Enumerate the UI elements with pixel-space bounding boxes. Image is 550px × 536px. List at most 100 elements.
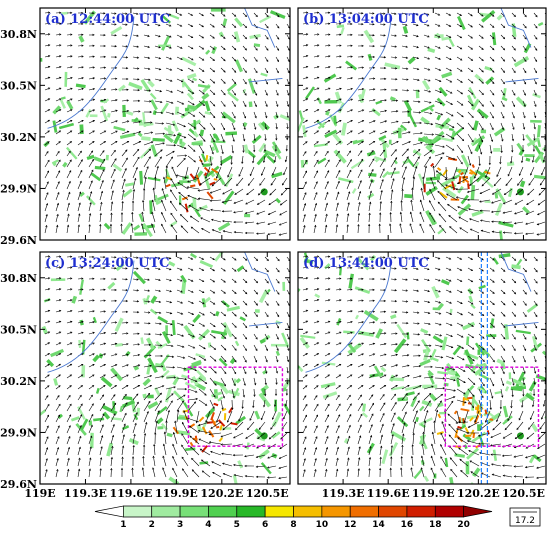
- intensity-patch: [336, 24, 345, 29]
- wind-vector: [478, 144, 482, 155]
- intensity-patch: [50, 278, 66, 282]
- wind-arrowhead: [81, 130, 84, 133]
- intensity-patch: [324, 129, 338, 139]
- intensity-patch: [470, 135, 486, 147]
- wind-arrowhead: [305, 255, 309, 258]
- wind-arrowhead: [190, 24, 194, 27]
- wind-vector: [346, 385, 352, 390]
- wind-arrowhead: [183, 394, 186, 397]
- wind-vector: [421, 456, 425, 467]
- wind-arrowhead: [522, 394, 525, 397]
- wind-arrowhead: [147, 45, 150, 49]
- wind-vector: [437, 201, 447, 212]
- wind-vector: [121, 190, 125, 201]
- wind-arrowhead: [420, 455, 424, 458]
- intensity-patch: [333, 149, 347, 164]
- wind-arrowhead: [317, 44, 320, 47]
- intensity-patch: [81, 365, 86, 378]
- wind-arrowhead: [101, 179, 104, 183]
- wind-vector: [99, 99, 106, 102]
- wind-arrowhead: [336, 457, 339, 461]
- wind-vector: [335, 331, 342, 335]
- wind-arrowhead: [358, 457, 361, 460]
- wind-vector: [44, 404, 50, 412]
- wind-vector: [489, 133, 493, 142]
- wind-arrowhead: [58, 309, 62, 313]
- wind-vector: [77, 395, 82, 401]
- wind-vector: [468, 450, 480, 456]
- wind-arrowhead: [244, 116, 247, 119]
- intensity-patch: [421, 399, 433, 407]
- wind-arrowhead: [220, 163, 223, 166]
- intensity-core: [468, 171, 474, 175]
- wind-vector: [187, 401, 196, 412]
- wind-arrowhead: [526, 202, 529, 205]
- wind-vector: [44, 374, 50, 379]
- wind-arrowhead: [481, 47, 484, 50]
- wind-arrowhead: [361, 342, 365, 345]
- wind-vector: [88, 77, 95, 80]
- wind-arrowhead: [284, 404, 288, 407]
- intensity-patch: [380, 366, 387, 373]
- wind-arrowhead: [69, 414, 72, 417]
- wind-vector: [220, 78, 226, 84]
- wind-arrowhead: [173, 386, 176, 389]
- wind-arrowhead: [114, 267, 117, 270]
- wind-vector: [335, 192, 340, 201]
- wind-vector: [198, 430, 211, 434]
- wind-arrowhead: [81, 22, 84, 26]
- wind-arrowhead: [201, 25, 204, 28]
- wind-vector: [412, 23, 419, 26]
- wind-arrowhead: [419, 223, 422, 226]
- wind-arrowhead: [468, 450, 471, 453]
- wind-vector: [437, 190, 447, 201]
- wind-arrowhead: [416, 24, 419, 27]
- wind-vector: [231, 78, 236, 84]
- wind-vector: [390, 434, 394, 445]
- wind-arrowhead: [305, 55, 309, 58]
- wind-vector: [456, 289, 463, 293]
- wind-vector: [187, 89, 194, 94]
- wind-arrowhead: [120, 212, 124, 215]
- wind-vector: [209, 23, 215, 28]
- wind-arrowhead: [120, 467, 124, 471]
- intensity-patch: [389, 96, 396, 102]
- intensity-patch: [140, 78, 151, 92]
- wind-arrowhead: [190, 35, 194, 38]
- wind-vector: [165, 355, 174, 358]
- wind-arrowhead: [430, 467, 433, 470]
- wind-arrowhead: [490, 463, 494, 466]
- wind-arrowhead: [110, 212, 113, 215]
- intensity-patch: [160, 102, 170, 115]
- wind-vector: [247, 421, 255, 430]
- wind-arrowhead: [502, 59, 506, 62]
- wind-arrowhead: [337, 394, 340, 398]
- wind-vector: [521, 155, 524, 163]
- intensity-patch: [123, 395, 133, 401]
- wind-arrowhead: [100, 190, 104, 194]
- wind-arrowhead: [81, 55, 84, 58]
- wind-arrowhead: [440, 156, 443, 160]
- wind-vector: [142, 467, 145, 478]
- intensity-core: [454, 429, 459, 439]
- wind-arrowhead: [327, 342, 331, 345]
- intensity-patch: [217, 396, 224, 402]
- wind-arrowhead: [286, 359, 290, 363]
- wind-arrowhead: [204, 403, 208, 406]
- wind-vector: [44, 214, 48, 223]
- wind-vector: [459, 227, 469, 234]
- wind-vector: [187, 267, 193, 271]
- wind-vector: [420, 200, 425, 212]
- wind-vector: [132, 131, 141, 135]
- wind-vector: [270, 177, 277, 186]
- intensity-patch: [512, 378, 526, 388]
- wind-vector: [357, 150, 363, 157]
- wind-arrowhead: [287, 348, 290, 352]
- wind-arrowhead: [59, 44, 62, 47]
- wind-vector: [44, 353, 50, 357]
- wind-vector: [199, 177, 211, 185]
- wind-vector: [121, 413, 127, 423]
- intensity-patch: [425, 176, 441, 182]
- wind-arrowhead: [524, 326, 527, 329]
- wind-vector: [533, 322, 538, 329]
